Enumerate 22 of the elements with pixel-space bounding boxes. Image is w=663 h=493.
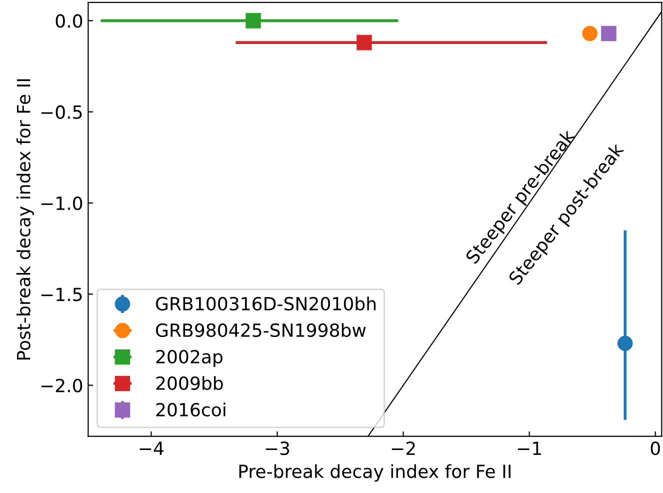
x-tick-label: 0 xyxy=(650,441,660,456)
x-axis-title: Pre-break decay index for Fe II xyxy=(239,464,510,482)
point xyxy=(582,26,598,42)
x-tick-label: −1 xyxy=(518,442,541,455)
point xyxy=(617,336,633,351)
y-tick-label: 0.0 xyxy=(56,14,82,28)
x-tick-label: −3 xyxy=(266,441,290,456)
y-tick-label: −2.0 xyxy=(41,378,82,392)
y-tick-label: −1.0 xyxy=(41,196,82,210)
y-axis-title: Post-break decay index for Fe II xyxy=(16,79,34,360)
legend-label: 2002ap xyxy=(156,350,222,368)
point xyxy=(246,13,261,28)
x-tick-label: −4 xyxy=(140,442,164,455)
legend-label: 2016coi xyxy=(156,402,226,417)
y-tick-label: −1.5 xyxy=(41,288,82,302)
legend-label: 2009bb xyxy=(156,376,223,390)
legend-label: GRB980425-SN1998bw xyxy=(156,323,366,338)
legend-label: GRB100316D-SN2010bh xyxy=(156,296,376,311)
x-tick-label: −2 xyxy=(392,441,415,455)
point xyxy=(356,34,372,50)
point xyxy=(601,26,616,42)
y-tick-label: −0.5 xyxy=(41,105,82,119)
